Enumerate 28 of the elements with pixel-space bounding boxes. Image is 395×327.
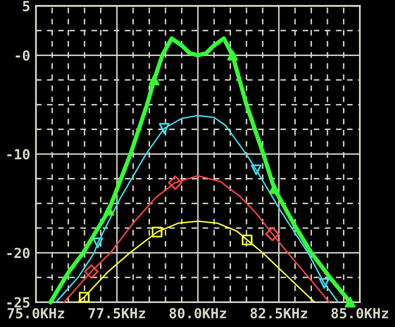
x-tick-label: 85.0KHz [331,308,388,318]
point [152,226,162,238]
point [265,226,280,242]
y-tick-label: 5 [23,1,30,12]
point [227,50,238,61]
x-tick-label: 75.0KHz [8,308,64,318]
line-series [63,175,330,303]
y-tick-label: -25 [7,297,30,308]
x-tick-label: 82.5KHz [250,308,308,318]
x-tick-label: 77.5KHz [88,308,146,318]
point [92,238,104,248]
point [269,183,280,194]
line-series [77,220,316,303]
point [242,234,252,246]
y-tick-label: -20 [7,248,30,258]
point [344,296,356,308]
point [250,164,262,176]
point [148,74,160,86]
point [158,123,170,134]
line-series [55,114,339,303]
point [84,264,99,279]
y-tick-label: -0 [16,50,30,61]
point [168,175,182,190]
x-tick-label: 80.0KHz [170,308,226,318]
y-tick-label: -10 [7,148,30,160]
point [318,278,330,289]
point [103,204,114,216]
point [78,292,90,303]
